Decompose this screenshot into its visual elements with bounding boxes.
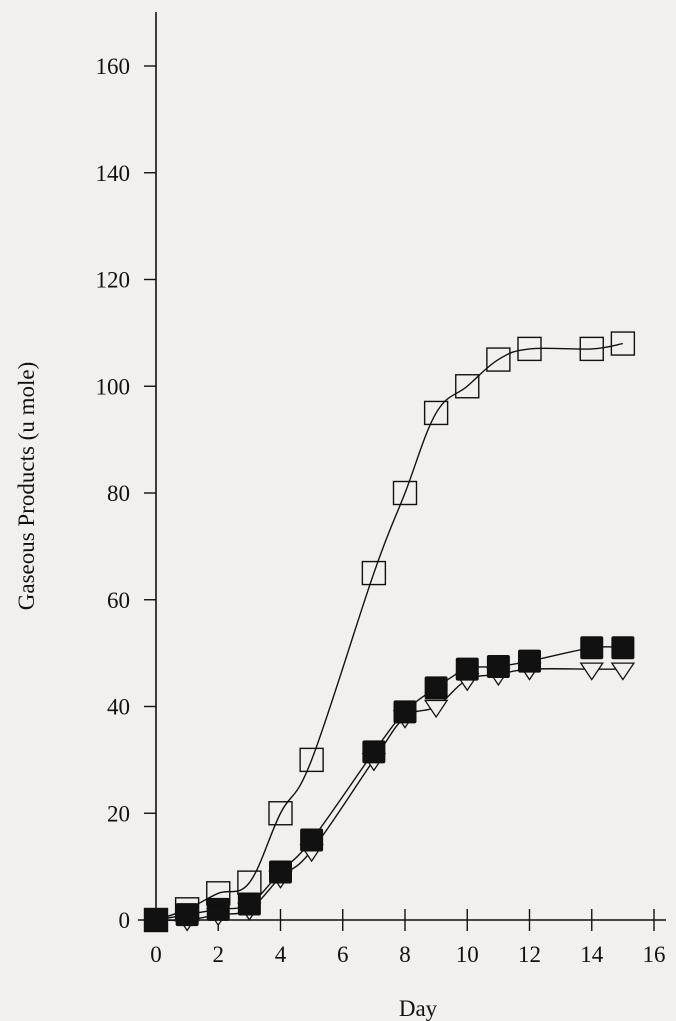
series-lines xyxy=(155,342,623,922)
y-tick-label: 120 xyxy=(96,268,131,293)
filled-square-marker xyxy=(518,649,541,673)
open-square-marker xyxy=(174,897,200,922)
open-square-marker xyxy=(517,336,542,362)
filled-square-marker xyxy=(486,654,510,678)
y-tick-label: 20 xyxy=(107,801,130,826)
x-tick-label: 8 xyxy=(399,942,411,967)
x-tick-label: 0 xyxy=(150,942,162,967)
filled-square-marker xyxy=(611,636,635,660)
filled-square-marker xyxy=(362,740,386,764)
filled-square-marker xyxy=(393,700,417,724)
series-line xyxy=(155,668,623,922)
open-square-marker xyxy=(486,347,511,372)
filled-square-marker xyxy=(175,903,199,927)
x-tick-label: 16 xyxy=(643,942,666,967)
open-triangle-marker xyxy=(579,662,604,681)
open-square-marker xyxy=(392,480,418,506)
series-line xyxy=(155,646,623,921)
filled-square-marker xyxy=(237,892,261,916)
series-line xyxy=(155,342,623,921)
open-square-marker xyxy=(299,747,324,773)
open-square-marker xyxy=(361,560,387,586)
open-square-marker xyxy=(206,881,231,906)
y-tick-label: 140 xyxy=(96,161,131,186)
series-markers xyxy=(143,331,636,933)
open-triangle-marker xyxy=(610,662,636,681)
x-tick-label: 2 xyxy=(213,942,225,967)
y-tick-label: 80 xyxy=(107,481,130,506)
x-tick-label: 6 xyxy=(337,942,349,967)
x-tick-label: 10 xyxy=(456,942,479,967)
open-square-marker xyxy=(455,374,480,399)
filled-square-marker xyxy=(424,676,448,700)
y-tick-label: 0 xyxy=(119,908,131,933)
open-square-marker xyxy=(610,331,636,356)
y-tick-label: 160 xyxy=(96,54,131,79)
axes: 0 20 40 60 80 100 120 140 160 0 2 4 6 8 10 12 14 16 xyxy=(96,12,666,967)
y-tick-label: 40 xyxy=(107,695,130,720)
open-square-marker xyxy=(423,400,449,426)
axis-labels: Day Gaseous Products (u mole) xyxy=(14,362,438,1021)
x-tick-label: 14 xyxy=(580,942,604,967)
y-axis-title: Gaseous Products (u mole) xyxy=(14,362,39,611)
open-square-marker xyxy=(237,870,262,895)
y-tick-label: 60 xyxy=(107,588,130,613)
filled-square-marker xyxy=(580,636,604,660)
open-square-marker xyxy=(579,336,604,362)
open-square-marker xyxy=(268,801,293,826)
filled-square-marker xyxy=(300,828,324,852)
x-tick-label: 12 xyxy=(518,942,541,967)
filled-square-marker xyxy=(206,897,230,921)
filled-square-marker xyxy=(144,908,168,932)
open-square-marker xyxy=(143,907,169,933)
filled-square-marker xyxy=(269,860,292,884)
open-triangle-marker xyxy=(423,699,449,719)
x-tick-label: 4 xyxy=(275,942,287,967)
filled-square-marker xyxy=(455,657,479,681)
y-tick-label: 100 xyxy=(96,374,131,399)
x-axis-title: Day xyxy=(399,996,438,1021)
